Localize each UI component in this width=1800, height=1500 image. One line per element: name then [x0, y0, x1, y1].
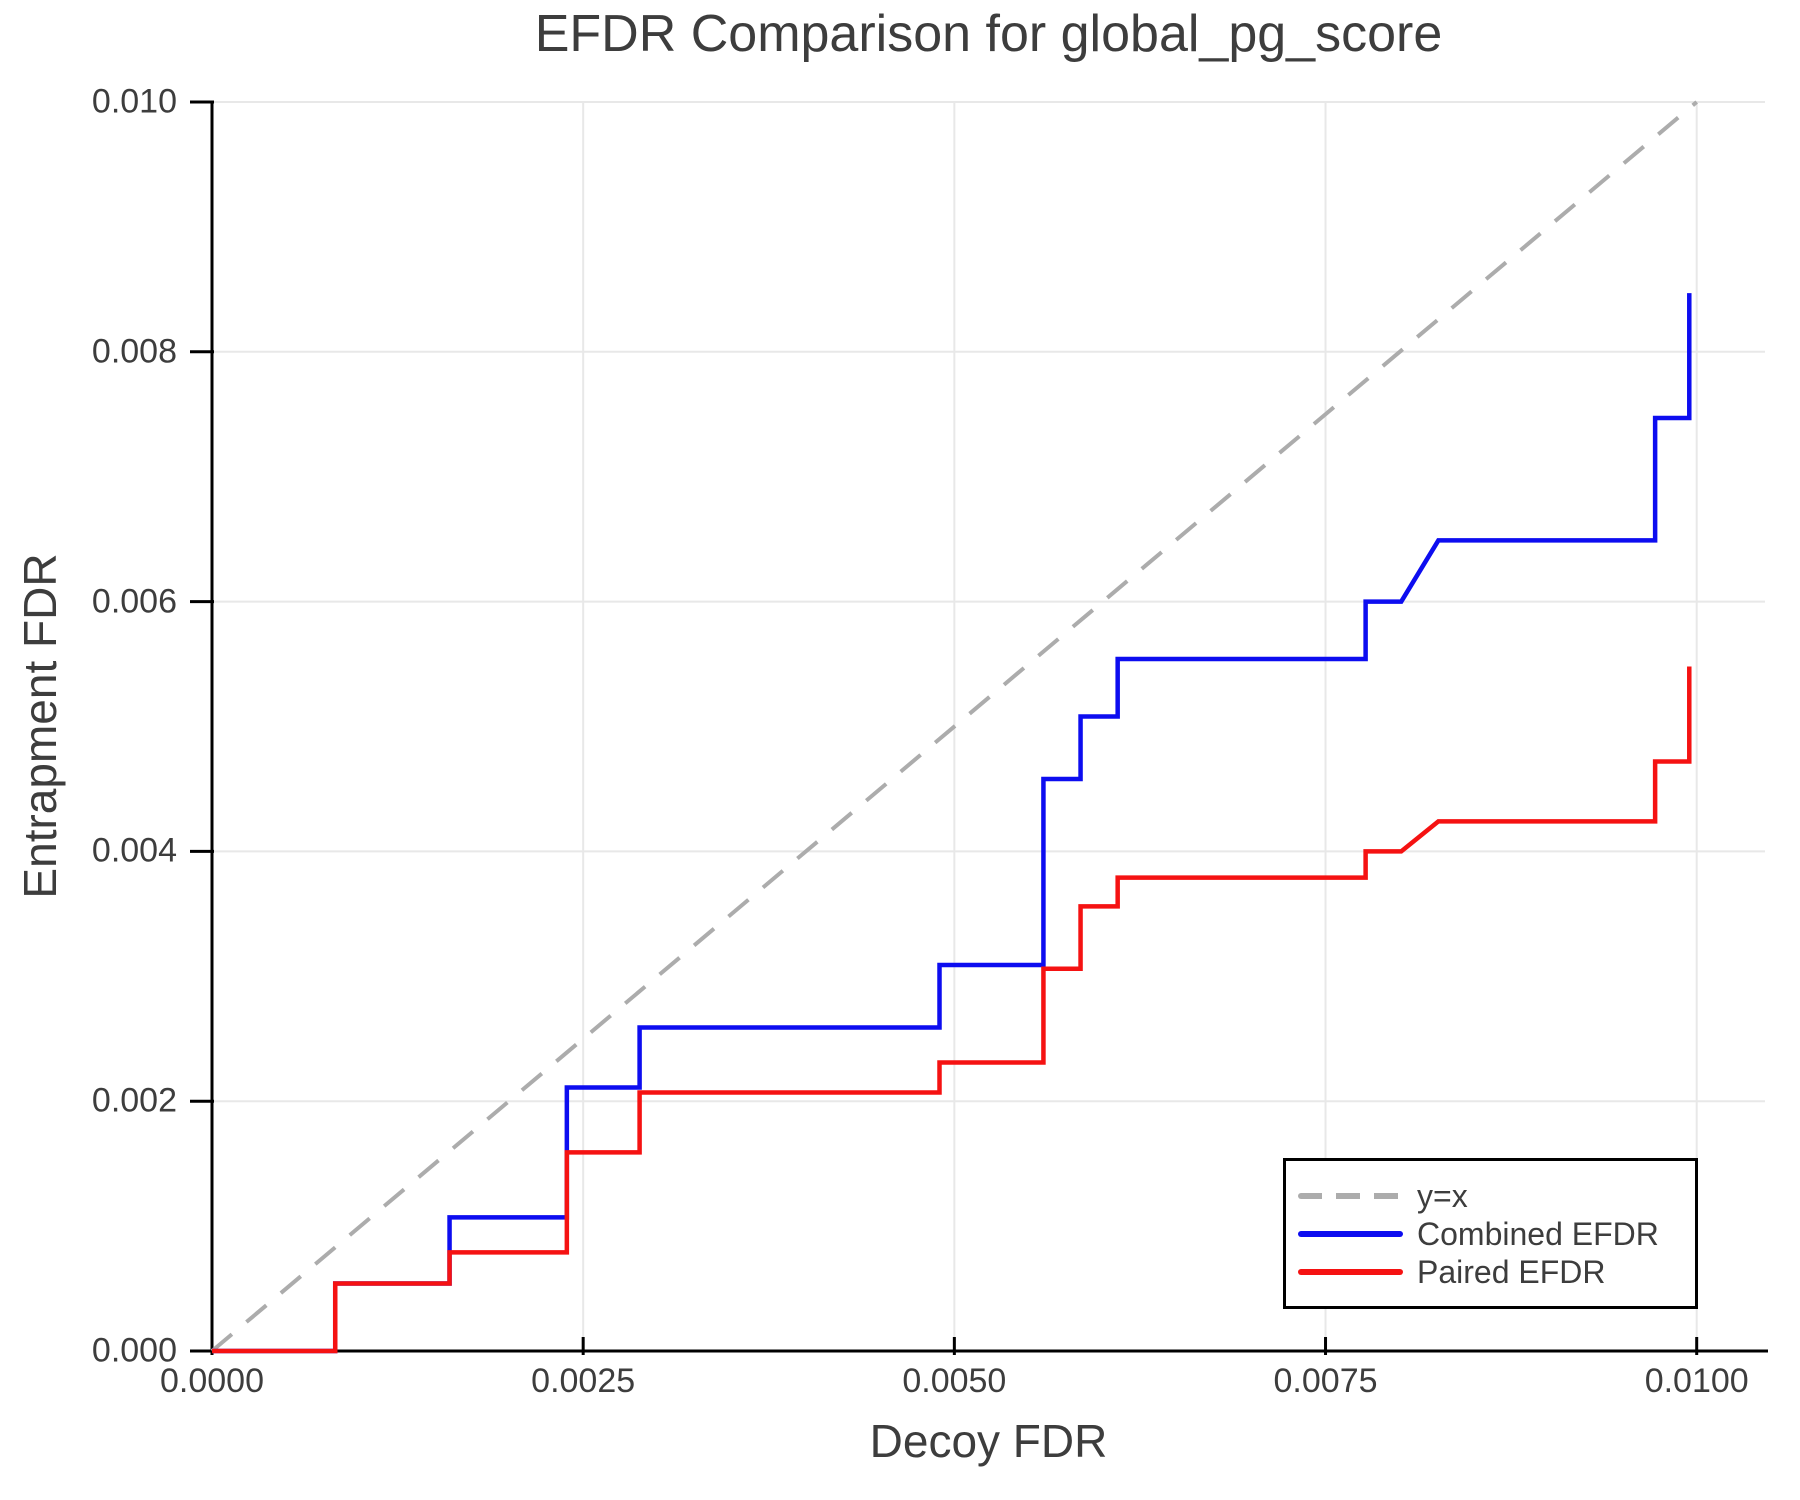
- x-tick-label: 0.0100: [1644, 1362, 1749, 1400]
- y-tick-label: 0.010: [91, 82, 177, 121]
- red-line-swatch: [1298, 1268, 1403, 1275]
- y-tick-label: 0.006: [91, 582, 177, 621]
- legend-item-y-equals-x: y=x: [1298, 1177, 1695, 1215]
- y-tick-label: 0.000: [91, 1331, 177, 1370]
- y-tick-label: 0.008: [91, 332, 177, 371]
- series-y-x: [210, 100, 1698, 1353]
- chart-title: EFDR Comparison for global_pg_score: [534, 5, 1443, 63]
- y-tick-label: 0.002: [91, 1081, 177, 1120]
- blue-line-swatch: [1298, 1230, 1403, 1237]
- legend-label: Combined EFDR: [1417, 1215, 1659, 1252]
- x-axis-label: Decoy FDR: [869, 1415, 1108, 1467]
- y-tick-label: 0.004: [91, 831, 177, 870]
- x-tick-label: 0.0050: [902, 1362, 1007, 1400]
- legend: y=x Combined EFDR Paired EFDR: [1283, 1158, 1698, 1309]
- x-tick-label: 0.0075: [1273, 1362, 1378, 1400]
- dashed-line-swatch: [1298, 1192, 1403, 1199]
- legend-item-paired-efdr: Paired EFDR: [1298, 1253, 1695, 1291]
- x-tick-label: 0.0000: [160, 1362, 264, 1400]
- legend-item-combined-efdr: Combined EFDR: [1298, 1215, 1695, 1253]
- series-combined-efdr: [212, 293, 1692, 1354]
- x-tick-label: 0.0025: [531, 1362, 636, 1400]
- series-paired-efdr: [212, 666, 1692, 1354]
- legend-label: Paired EFDR: [1417, 1253, 1606, 1290]
- legend-label: y=x: [1417, 1177, 1468, 1214]
